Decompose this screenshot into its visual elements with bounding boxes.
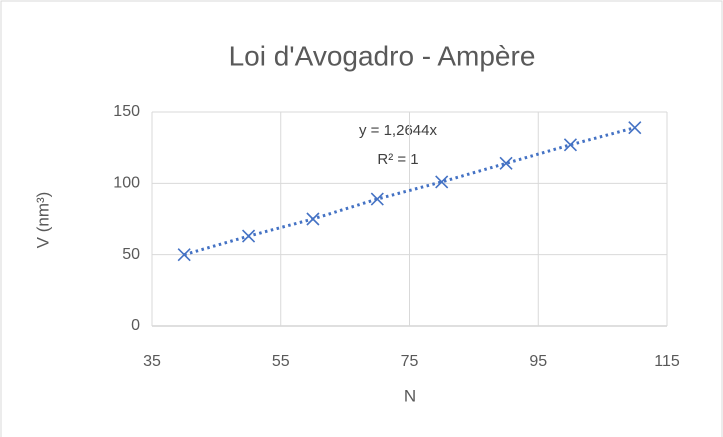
y-tick-label: 0 [131,317,140,334]
x-tick-label: 115 [654,353,680,370]
x-tick-label: 75 [401,353,419,370]
marker [628,121,642,135]
marker [499,156,513,170]
y-tick-label: 50 [122,246,140,263]
marker [306,212,320,226]
x-tick-label: 95 [529,353,547,370]
marker [563,138,578,152]
chart-title: Loi d'Avogadro - Ampère [229,40,536,71]
marker [241,229,256,243]
marker [435,175,449,189]
x-tick-label: 35 [143,353,161,370]
trendline [183,126,636,257]
y-tick-label: 150 [113,103,140,120]
x-tick-label: 55 [272,353,290,370]
marker [370,192,384,206]
marker [177,248,191,262]
x-axis-label: N [404,386,416,405]
r-squared: R² = 1 [377,151,418,168]
y-tick-label: 100 [113,175,140,192]
y-axis-label: V (nm³) [33,192,52,249]
trendline-equation: y = 1,2644x [359,122,437,139]
